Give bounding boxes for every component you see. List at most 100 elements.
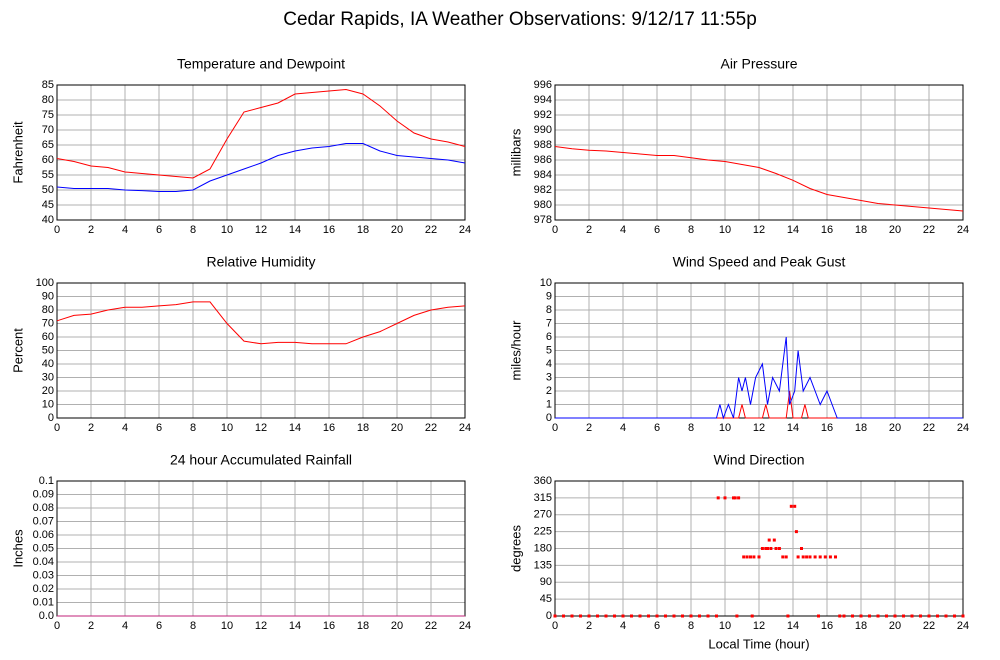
x-tick-label: 22 <box>425 620 437 632</box>
data-point <box>749 555 752 559</box>
data-point <box>706 614 710 618</box>
data-point <box>772 538 776 542</box>
data-point <box>647 614 650 618</box>
x-tick-label: 22 <box>923 620 935 632</box>
data-point <box>953 614 956 618</box>
y-tick-label: 990 <box>534 124 552 136</box>
x-tick-label: 18 <box>855 620 867 632</box>
x-tick-label: 4 <box>620 620 626 632</box>
data-point <box>902 614 905 618</box>
y-tick-label: 100 <box>36 277 54 289</box>
x-tick-label: 10 <box>719 224 731 236</box>
data-line <box>56 143 466 192</box>
data-point <box>715 614 718 618</box>
y-tick-label: 315 <box>534 492 552 504</box>
y-tick-label: 0.08 <box>33 502 54 514</box>
y-tick-label: 978 <box>534 214 552 226</box>
x-tick-label: 22 <box>923 422 935 434</box>
x-tick-label: 14 <box>787 422 799 434</box>
data-line <box>56 88 466 179</box>
data-point <box>698 614 701 618</box>
y-tick-label: 7 <box>546 317 552 329</box>
data-point <box>737 496 741 500</box>
x-tick-label: 8 <box>190 224 196 236</box>
x-tick-label: 6 <box>654 422 660 434</box>
x-tick-label: 20 <box>391 224 403 236</box>
x-tick-label: 20 <box>889 422 901 434</box>
y-tick-label: 10 <box>42 398 54 410</box>
x-tick-label: 8 <box>688 620 694 632</box>
y-tick-label: 982 <box>534 184 552 196</box>
y-tick-label: 0.1 <box>39 475 54 487</box>
x-tick-label: 4 <box>122 224 128 236</box>
data-point <box>786 614 790 618</box>
x-tick-label: 6 <box>156 620 162 632</box>
data-point <box>805 555 809 559</box>
y-tick-label: 994 <box>534 94 552 106</box>
data-point <box>723 496 727 500</box>
data-point <box>813 555 817 559</box>
x-tick-label: 14 <box>289 620 301 632</box>
y-axis-label: Fahrenheit <box>10 121 25 184</box>
data-point <box>596 614 599 618</box>
x-tick-label: 20 <box>391 620 403 632</box>
chart-title: Temperature and Dewpoint <box>177 56 345 72</box>
y-tick-label: 80 <box>42 94 54 106</box>
data-point <box>794 530 798 534</box>
data-point <box>604 614 608 618</box>
x-tick-label: 18 <box>357 422 369 434</box>
y-tick-label: 70 <box>42 124 54 136</box>
x-tick-label: 24 <box>459 224 471 236</box>
x-tick-label: 24 <box>459 620 471 632</box>
y-tick-label: 0 <box>48 412 54 424</box>
y-tick-label: 6 <box>546 331 552 343</box>
y-tick-label: 8 <box>546 304 552 316</box>
x-tick-label: 24 <box>957 422 969 434</box>
data-point <box>800 547 803 550</box>
x-tick-label: 24 <box>957 224 969 236</box>
x-tick-label: 2 <box>586 422 592 434</box>
x-tick-label: 0 <box>552 224 558 236</box>
data-point <box>842 614 846 618</box>
data-point <box>664 614 667 618</box>
data-point <box>801 555 805 559</box>
data-point <box>764 547 768 550</box>
data-point <box>570 614 574 618</box>
data-point <box>885 614 888 618</box>
y-tick-label: 3 <box>546 371 552 383</box>
data-point <box>553 614 557 618</box>
data-point <box>742 555 746 559</box>
x-tick-label: 22 <box>425 422 437 434</box>
y-axis-label: Inches <box>10 529 25 568</box>
x-tick-label: 14 <box>787 224 799 236</box>
y-axis-label: miles/hour <box>508 320 523 381</box>
y-tick-label: 0.02 <box>33 583 54 595</box>
data-point <box>638 614 642 618</box>
y-tick-label: 0.01 <box>33 596 54 608</box>
x-tick-label: 6 <box>654 224 660 236</box>
x-tick-label: 22 <box>425 224 437 236</box>
x-tick-label: 6 <box>156 422 162 434</box>
data-line <box>56 301 466 345</box>
x-tick-label: 12 <box>255 422 267 434</box>
data-point <box>757 555 761 559</box>
y-tick-label: 70 <box>42 317 54 329</box>
x-tick-label: 18 <box>855 224 867 236</box>
y-tick-label: 0.0 <box>39 610 54 622</box>
y-tick-label: 984 <box>534 169 552 181</box>
plot-frame <box>554 480 964 617</box>
data-point <box>735 614 739 618</box>
y-tick-label: 0 <box>546 412 552 424</box>
y-tick-label: 55 <box>42 169 54 181</box>
y-axis-label: degrees <box>508 525 523 572</box>
x-axis-label: Local Time (hour) <box>708 636 809 651</box>
y-tick-label: 4 <box>546 358 552 370</box>
data-point <box>876 614 880 618</box>
y-tick-label: 65 <box>42 139 54 151</box>
x-tick-label: 8 <box>688 224 694 236</box>
data-point <box>752 555 756 559</box>
y-tick-label: 5 <box>546 344 552 356</box>
data-point <box>767 538 771 542</box>
data-point <box>630 614 633 618</box>
